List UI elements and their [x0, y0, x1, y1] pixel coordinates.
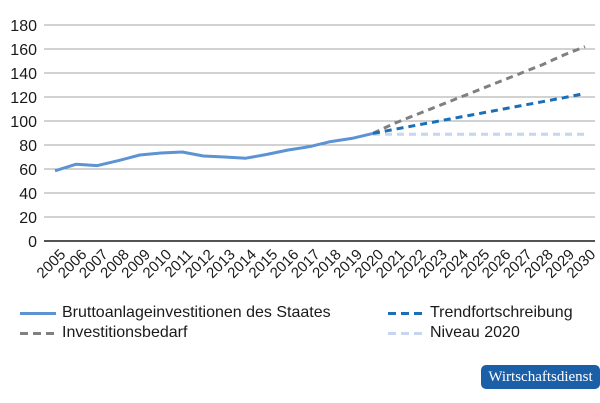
series-line-investitionsbedarf	[372, 45, 586, 135]
legend-item-trendfortschreibung: Trendfortschreibung	[388, 303, 573, 323]
legend-label: Trendfortschreibung	[430, 304, 573, 321]
y-tick-label: 80	[19, 138, 37, 155]
y-tick-label: 120	[10, 90, 37, 107]
line-chart: 0 20 40 60 80 100 120 140 160 180 200520062007200…	[10, 18, 600, 282]
dashed-line-icon	[388, 331, 424, 335]
y-tick-label: 40	[19, 186, 37, 203]
y-tick-label: 60	[19, 162, 37, 179]
solid-line-icon	[20, 311, 56, 315]
legend-item-investitionsbedarf: Investitionsbedarf	[20, 323, 187, 343]
series-line-bruttoanlageinvestitionen-des-staates	[54, 131, 374, 173]
legend-label: Investitionsbedarf	[62, 324, 188, 341]
y-tick-label: 160	[10, 42, 37, 59]
y-tick-label: 180	[10, 18, 37, 35]
y-axis-ticks: 0 20 40 60 80 100 120 140 160 180	[10, 18, 37, 251]
legend-item-niveau-2020: Niveau 2020	[388, 323, 520, 343]
y-tick-label: 100	[10, 114, 37, 131]
legend: Bruttoanlageinvestitionen des Staates Tr…	[0, 300, 600, 350]
wirtschaftsdienst-logo-badge: Wirtschaftsdienst	[481, 365, 600, 389]
legend-item-bruttoanlageinvestitionen: Bruttoanlageinvestitionen des Staates	[20, 303, 331, 323]
gridlines	[44, 24, 595, 218]
x-axis-ticks: 2005200620072008200920102011201220132014…	[34, 246, 600, 282]
legend-label: Bruttoanlageinvestitionen des Staates	[62, 304, 331, 321]
y-tick-label: 0	[28, 234, 37, 251]
y-tick-label: 140	[10, 66, 37, 83]
data-series	[54, 45, 586, 173]
dashed-line-icon	[20, 331, 56, 335]
series-line-trendfortschreibung	[372, 91, 586, 135]
y-tick-label: 20	[19, 210, 37, 227]
legend-label: Niveau 2020	[430, 324, 520, 341]
dashed-line-icon	[388, 311, 424, 315]
